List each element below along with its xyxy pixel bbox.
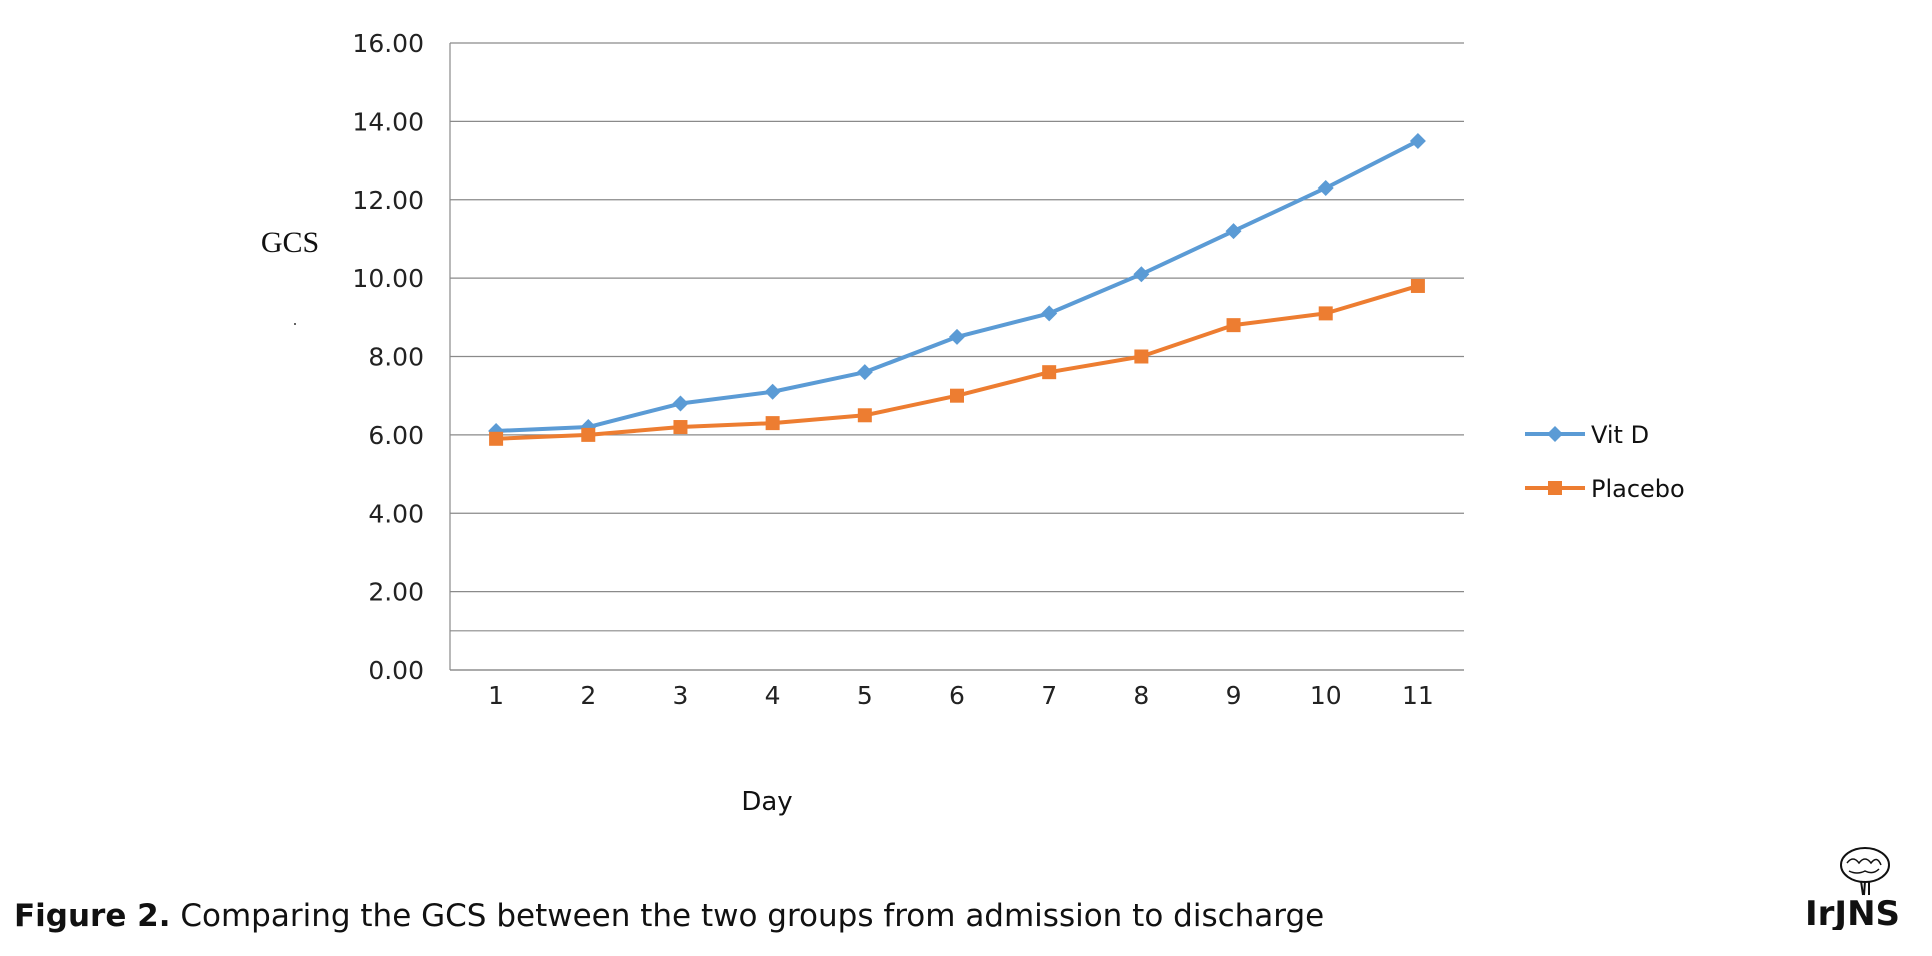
data-point-square xyxy=(1318,306,1333,321)
data-point-square xyxy=(1226,318,1241,333)
data-point-diamond xyxy=(1225,223,1242,240)
data-point-square xyxy=(765,416,780,431)
data-point-diamond xyxy=(1317,179,1334,196)
data-point-square xyxy=(1042,365,1057,380)
legend-label: Vit D xyxy=(1591,421,1649,449)
axes xyxy=(449,43,1464,671)
data-point-diamond xyxy=(856,364,873,381)
x-tick-labels: 1 2 3 4 5 6 7 8 9 10 11 xyxy=(488,681,1434,710)
x-axis-label: Day xyxy=(741,787,792,817)
data-point-diamond xyxy=(1041,305,1058,322)
data-point-square xyxy=(1548,481,1562,495)
data-point-square xyxy=(1134,349,1149,364)
x-tick-label: 10 xyxy=(1310,681,1342,710)
x-tick-label: 11 xyxy=(1402,681,1434,710)
y-axis-label: GCS xyxy=(261,226,319,259)
x-tick-label: 9 xyxy=(1226,681,1242,710)
data-point-diamond xyxy=(764,383,781,400)
data-point-square xyxy=(489,431,504,446)
data-point-diamond xyxy=(1547,426,1563,442)
data-point-diamond xyxy=(672,395,689,412)
data-point-square xyxy=(950,388,964,403)
svg-text:IrJNS: IrJNS xyxy=(1805,894,1900,930)
figure-caption: Figure 2. Comparing the GCS between the … xyxy=(14,898,1324,934)
x-tick-label: 5 xyxy=(857,681,873,710)
x-tick-label: 6 xyxy=(949,681,965,710)
x-tick-label: 4 xyxy=(765,681,781,710)
x-tick-label: 2 xyxy=(580,681,596,710)
data-point-diamond xyxy=(1133,266,1150,283)
data-point-square xyxy=(581,427,596,442)
figure-caption-text: Comparing the GCS between the two groups… xyxy=(170,898,1325,934)
stray-dot xyxy=(294,323,296,325)
y-tick-label: 10.00 xyxy=(352,264,424,293)
y-tick-label: 6.00 xyxy=(368,421,424,450)
x-tick-label: 7 xyxy=(1041,681,1057,710)
brain-logo-icon: IrJNS xyxy=(1805,847,1900,930)
y-tick-label: 4.00 xyxy=(368,499,424,528)
data-point-square xyxy=(1410,278,1425,293)
x-tick-label: 3 xyxy=(673,681,689,710)
y-tick-label: 12.00 xyxy=(352,186,424,215)
data-point-square xyxy=(673,420,688,435)
y-tick-label: 16.00 xyxy=(352,29,424,58)
gridlines xyxy=(450,42,1464,671)
data-point-diamond xyxy=(949,328,965,345)
line-chart: 0.00 2.00 4.00 6.00 8.00 10.00 12.00 14.00 16.00… xyxy=(261,29,1685,817)
data-point-diamond xyxy=(1409,132,1426,149)
x-tick-label: 8 xyxy=(1133,681,1149,710)
x-tick-label: 1 xyxy=(488,681,504,710)
legend-label: Placebo xyxy=(1591,475,1685,503)
figure-label: Figure 2. xyxy=(14,898,171,934)
y-tick-label: 8.00 xyxy=(368,343,424,372)
y-tick-labels: 0.00 2.00 4.00 6.00 8.00 10.00 12.00 14.00 16.00 xyxy=(352,29,424,685)
y-tick-label: 2.00 xyxy=(368,578,424,607)
data-point-square xyxy=(857,408,872,423)
legend: Vit D Placebo xyxy=(1525,421,1685,503)
series-line-vit-d xyxy=(496,139,1419,433)
y-tick-label: 14.00 xyxy=(352,107,424,136)
series-lines xyxy=(488,132,1426,446)
y-tick-label: 0.00 xyxy=(368,656,424,685)
